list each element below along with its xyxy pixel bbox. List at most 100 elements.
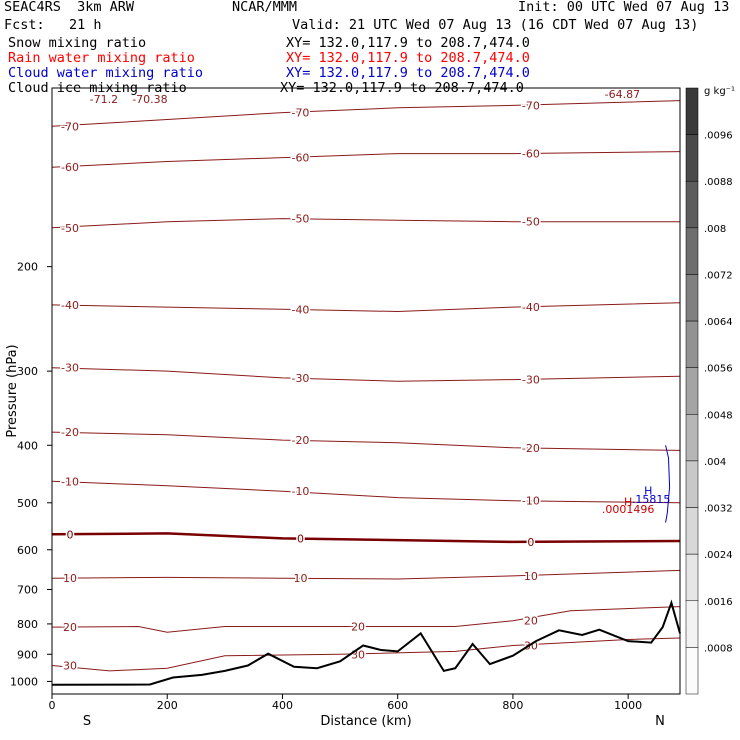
annotation-label: .0001496 [602,503,655,516]
colorbar-swatch [685,507,699,555]
y-tick-label: 1000 [10,675,38,688]
contour-line [51,569,681,580]
x-end-label-south: S [83,714,91,729]
field-snow-label: Snow mixing ratio [8,35,147,51]
x-axis: 0 200 400 600 800 1000 [49,694,642,712]
contour-label: -50 [61,222,79,235]
contour-label: -40 [291,303,309,316]
contour-label: 20 [351,620,365,633]
y-tick-label: 500 [17,497,38,510]
x-end-label-north: N [655,714,665,729]
field-cloud-water-xy: XY= 132.0,117.9 to 208.7,474.0 [286,65,530,81]
colorbar-tick-label: .0024 [704,550,733,561]
x-tick-label: 0 [49,699,56,712]
field-rain-label: Rain water mixing ratio [8,50,195,66]
cloud-water-contour [665,445,671,523]
colorbar-tick-label: .0032 [704,504,733,515]
colorbar-swatch [685,180,699,229]
contour-line [51,431,681,451]
colorbar-swatch [685,600,699,648]
colorbar-swatch [685,553,699,602]
field-cloud-water-label: Cloud water mixing ratio [8,65,204,81]
annotation-label: -64.87 [605,88,640,101]
contour-label: -10 [61,475,79,488]
org-label: NCAR/MMM [232,0,298,15]
colorbar-tick-label: .004 [704,457,726,468]
colorbar-tick-label: .0072 [704,270,733,281]
terrain-surface [51,599,681,686]
colorbar-tick-label: .0064 [704,317,733,328]
colorbar-tick-label: .008 [704,224,726,235]
contour-line [51,100,681,127]
annotation-label: -70.38 [132,93,167,106]
annotation-label: H [644,484,652,497]
colorbar-tick-label: .0016 [704,597,733,608]
contour-label: 0 [297,532,304,545]
field-rain-xy: XY= 132.0,117.9 to 208.7,474.0 [286,50,530,66]
contour-line [51,606,681,633]
contour-label: -20 [291,434,309,447]
y-tick-label: 900 [17,648,38,661]
y-tick-label: 400 [17,439,38,452]
terrain-line [51,599,681,686]
x-tick-label: 800 [502,699,523,712]
annotation-label: -71.2 [90,93,118,106]
contour-label: -50 [291,213,309,226]
y-tick-label: 200 [17,261,38,274]
model-title: SEAC4RS 3km ARW [4,0,135,15]
x-tick-label: 200 [157,699,178,712]
contour-line [51,480,681,504]
contour-label: -40 [522,301,540,314]
contour-line [51,532,681,544]
colorbar-swatch [685,134,699,182]
field-snow-xy: XY= 132.0,117.9 to 208.7,474.0 [286,35,530,51]
colorbar-swatch [685,274,699,322]
contour-label: -30 [522,374,540,387]
contour-label: -30 [61,362,79,375]
contour-label: -60 [291,152,309,165]
contour-label: 0 [527,536,534,549]
colorbar-swatch [685,320,699,368]
colorbar-tick-label: .0048 [704,410,733,421]
contour-label: 30 [351,648,365,661]
contour-label: 10 [293,572,307,585]
contour-label: -20 [522,442,540,455]
y-tick-label: 700 [17,584,38,597]
contour-line [51,367,681,382]
y-tick-label: 300 [17,365,38,378]
colorbar-swatch [685,414,699,462]
colorbar-tick-label: .0008 [704,643,733,654]
contour-label: -70 [522,99,540,112]
y-tick-label: 600 [17,544,38,557]
contour-label: -70 [61,120,79,133]
contour-label: -10 [522,495,540,508]
colorbar-swatch [685,227,699,275]
colorbar-tick-label: .0096 [704,131,733,142]
annotation-label: H [624,495,632,508]
contour-line [51,302,681,313]
contour-label: -40 [61,299,79,312]
contour-label: 20 [63,621,77,634]
contour-label: 0 [67,528,74,541]
contour-label: 10 [63,572,77,585]
contour-label: -60 [61,161,79,174]
x-tick-label: 400 [272,699,293,712]
colorbar-tick-label: .0088 [704,177,733,188]
y-axis-label: Pressure (hPa) [5,344,20,437]
forecast-hour: Fcst: 21 h [4,17,102,33]
plot-frame [51,87,681,695]
colorbar-swatch [685,367,699,415]
colorbar-swatch [685,87,699,135]
contour-label: 10 [524,570,538,583]
contour-label: -60 [522,148,540,161]
temperature-contours: -70 -70 -70 -60 -60 -60 -50 -50 -50 -40 -40 -40 -30 -… [51,98,681,674]
contour-line [51,151,681,168]
colorbar-swatch [685,460,699,508]
colorbar: .0096 .0088 .008 .0072 .0064 .0056 .0048 .004 .0… [685,87,733,695]
contour-line [51,637,681,672]
contour-label: -20 [61,426,79,439]
colorbar-unit: g kg⁻¹ [704,86,735,97]
valid-time: Valid: 21 UTC Wed 07 Aug 13 (16 CDT Wed … [292,17,699,33]
init-time: Init: 00 UTC Wed 07 Aug 13 [518,0,730,15]
